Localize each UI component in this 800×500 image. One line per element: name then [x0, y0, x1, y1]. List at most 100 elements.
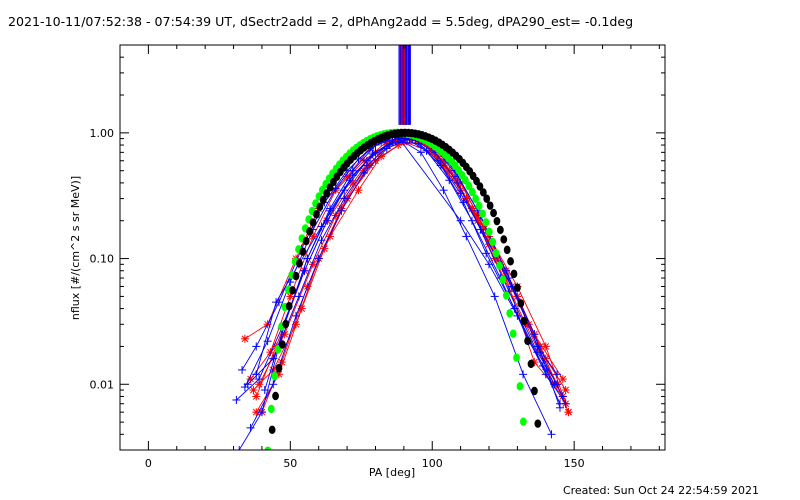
fit-dot [531, 386, 538, 396]
data-point [504, 274, 513, 283]
fit-dot [302, 236, 310, 246]
fit-dot [485, 227, 493, 236]
data-point [303, 254, 312, 263]
chart-title: 2021-10-11/07:52:38 - 07:54:39 UT, dSect… [8, 14, 633, 29]
x-tick-label: 150 [564, 457, 585, 470]
fit-dot [278, 340, 286, 349]
fit-dot [524, 336, 532, 346]
data-point [485, 260, 494, 269]
fit-dot [503, 245, 511, 255]
data-point [482, 249, 491, 258]
data-point [553, 370, 562, 379]
series-blue-12 [246, 134, 564, 432]
fit-dot [292, 271, 300, 281]
fit-dot [319, 195, 327, 205]
data-point [252, 392, 261, 401]
data-point [300, 266, 309, 275]
plot-area [232, 45, 573, 450]
series-line [250, 138, 561, 429]
data-point [252, 370, 261, 379]
fit-dot [490, 208, 497, 218]
data-point [385, 139, 394, 148]
fit-dot [313, 210, 320, 219]
data-point [530, 330, 539, 339]
data-point [519, 370, 528, 379]
fit-dot [476, 182, 484, 191]
x-tick-label: 50 [283, 457, 297, 470]
data-point [337, 206, 346, 215]
data-point [238, 365, 247, 374]
fit-dot [520, 316, 528, 326]
y-tick-label: 0.01 [90, 378, 115, 391]
fit-dot [299, 247, 307, 256]
data-point [561, 386, 570, 395]
fit-dot [534, 419, 542, 428]
data-point [354, 186, 363, 195]
fit-dot [527, 359, 535, 369]
data-point [555, 403, 564, 412]
data-point [340, 194, 349, 203]
fit-dot [285, 301, 293, 311]
fit-dot [499, 275, 507, 284]
fit-curve-green [264, 128, 527, 450]
fit-dot [496, 261, 503, 270]
data-point [340, 186, 349, 195]
fit-dot [506, 309, 514, 318]
fit-dot [519, 417, 527, 426]
data-point [533, 342, 542, 351]
fit-dot [483, 194, 491, 203]
fit-dot [271, 371, 279, 381]
data-point [360, 168, 369, 177]
data-point [246, 423, 255, 432]
data-point [294, 292, 303, 301]
data-point [561, 399, 570, 408]
fit-dot [465, 181, 473, 191]
fit-dot [316, 202, 324, 212]
x-tick-label: 100 [422, 457, 443, 470]
fit-dot [496, 225, 504, 235]
data-point [422, 146, 431, 155]
data-point [439, 186, 448, 195]
data-point [416, 148, 425, 157]
fit-dot [306, 227, 314, 236]
fit-dot [468, 187, 476, 197]
fit-dot [507, 257, 514, 266]
data-point [462, 232, 471, 241]
x-axis-label: PA [deg] [369, 466, 415, 479]
data-point [445, 176, 454, 185]
fit-dot [475, 201, 483, 211]
fit-dot [500, 235, 508, 244]
series-line [264, 136, 567, 404]
data-point [490, 292, 499, 301]
data-point [240, 383, 249, 392]
y-tick-label: 0.10 [90, 253, 115, 266]
fit-dot [510, 269, 518, 279]
fit-dot [489, 237, 497, 247]
data-point [564, 408, 573, 417]
fit-dot [502, 291, 510, 300]
fit-dot [295, 259, 303, 268]
fit-dot [486, 201, 494, 210]
x-axis: 0 50 100 150 [145, 45, 660, 470]
fit-dot [492, 249, 500, 258]
data-point [240, 334, 249, 343]
data-point [232, 395, 241, 404]
data-point [260, 386, 269, 395]
fit-dot [516, 382, 524, 391]
data-point [252, 342, 261, 351]
y-axis-label: nflux [#/(cm^2 s sr MeV)] [69, 176, 82, 320]
fit-dot [309, 218, 317, 227]
y-axis: 0.01 0.10 1.00 [90, 44, 665, 451]
data-point [249, 386, 258, 395]
data-point [541, 370, 550, 379]
fit-dot [493, 216, 501, 226]
data-point [371, 148, 380, 157]
data-point [513, 311, 522, 320]
data-point [255, 380, 264, 389]
fit-dot [282, 319, 290, 329]
data-point [291, 311, 300, 320]
created-footer: Created: Sun Oct 24 22:54:59 2021 [563, 484, 759, 497]
fit-dot [513, 283, 521, 293]
fit-dot [264, 446, 272, 450]
